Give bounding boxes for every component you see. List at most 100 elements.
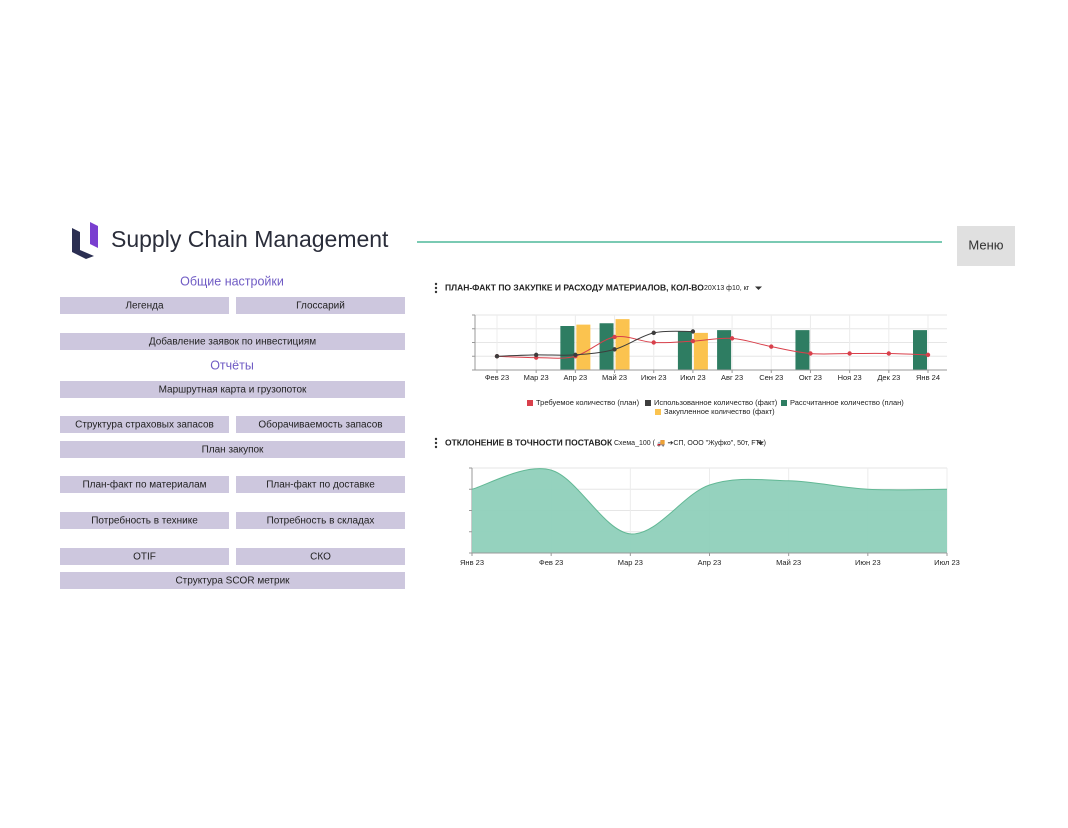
nav-button-label: Маршрутная карта и грузопоток (159, 385, 307, 396)
x-tick-label: Мар 23 (524, 373, 549, 382)
bar (615, 319, 630, 370)
nav-button[interactable] (60, 416, 229, 433)
point (612, 347, 617, 352)
nav-button-label: Оборачиваемость запасов (258, 419, 382, 431)
area (472, 468, 947, 553)
section-heading: Отчёты (210, 358, 254, 372)
nav-button[interactable] (60, 441, 405, 458)
filter-dropdown[interactable] (757, 441, 764, 446)
chart-menu-dot[interactable] (434, 286, 438, 290)
line (496, 336, 929, 359)
legend-swatch (781, 400, 787, 406)
x-tick-label: Май 23 (602, 373, 627, 382)
legend-swatch (645, 400, 651, 406)
chart-title: ОТКЛОНЕНИЕ В ТОЧНОСТИ ПОСТАВОК (445, 437, 613, 447)
chart-menu-dot[interactable] (434, 282, 438, 286)
menu-button[interactable] (957, 226, 1015, 266)
nav-button[interactable] (60, 476, 229, 493)
point (533, 352, 539, 358)
legend-swatch (527, 400, 533, 406)
x-tick-label: Ноя 23 (838, 373, 862, 382)
chart-filter: Схема_100 ( 🚚 ➔СП, ООО "Жуфко", 50т, FTL… (614, 439, 766, 447)
point (808, 351, 813, 356)
point (690, 329, 696, 334)
x-tick-label: Фев 23 (539, 558, 563, 567)
chart-filter: 20Х13 ф10, кг (704, 285, 750, 292)
nav-button[interactable] (60, 572, 405, 589)
nav-button-label: Потребность в технике (91, 515, 198, 527)
x-tick-label: Июн 23 (641, 373, 667, 382)
x-tick-label: Сен 23 (759, 373, 783, 382)
nav-button[interactable] (60, 512, 229, 529)
x-tick-label: Июл 23 (680, 373, 706, 382)
nav-button-label: План-факт по доставке (266, 479, 375, 491)
x-tick-label: Мар 23 (618, 558, 643, 567)
nav-button-label: OTIF (133, 552, 156, 563)
bar (795, 330, 810, 370)
point (494, 354, 500, 359)
nav-button-label: План-факт по материалам (82, 479, 206, 491)
x-tick-label: Янв 23 (460, 558, 484, 567)
legend-swatch (655, 409, 661, 415)
logo (72, 222, 98, 259)
nav-button[interactable] (236, 548, 405, 565)
point (651, 330, 656, 336)
nav-button[interactable] (60, 297, 229, 314)
point (573, 352, 578, 358)
nav-button-label: Потребность в складах (267, 515, 375, 527)
bar (560, 326, 575, 370)
x-tick-label: Фев 23 (485, 373, 509, 382)
point (690, 338, 696, 344)
bar (717, 330, 732, 370)
point (612, 334, 617, 340)
nav-button[interactable] (236, 476, 405, 493)
bar (693, 332, 708, 370)
legend-label: Требуемое количество (план) (536, 398, 640, 407)
chart-menu-dot[interactable] (434, 441, 438, 445)
chart-title: ПЛАН-ФАКТ ПО ЗАКУПКЕ И РАСХОДУ МАТЕРИАЛО… (445, 282, 704, 292)
legend-label: Закупленное количество (факт) (664, 407, 775, 416)
nav-button-label: Структура страховых запасов (75, 420, 214, 431)
point (651, 340, 656, 345)
point (886, 351, 892, 356)
x-tick-label: Апр 23 (564, 373, 588, 382)
bar (576, 324, 591, 370)
point (729, 336, 735, 341)
point (769, 344, 774, 349)
nav-button[interactable] (236, 297, 405, 314)
chart-menu-dot[interactable] (434, 437, 438, 441)
x-tick-label: Янв 24 (916, 373, 940, 382)
nav-button[interactable] (60, 333, 405, 350)
nav-button[interactable] (236, 416, 405, 433)
nav-button[interactable] (236, 512, 405, 529)
x-tick-label: Июл 23 (934, 558, 960, 567)
line (496, 330, 693, 357)
bar (913, 330, 927, 370)
x-tick-label: Апр 23 (698, 558, 722, 567)
point (925, 352, 931, 358)
x-tick-label: Авг 23 (721, 373, 743, 382)
nav-button-label: Глоссарий (296, 301, 345, 312)
nav-button[interactable] (60, 548, 229, 565)
nav-button-label: Добавление заявок по инвестициям (149, 336, 316, 348)
nav-button-label: СКО (310, 552, 331, 563)
bar (677, 331, 692, 370)
legend-label: Использованное количество (факт) (654, 398, 778, 407)
nav-button-label: План закупок (202, 445, 264, 456)
nav-button-label: Структура SCOR метрик (175, 576, 290, 587)
x-tick-label: Окт 23 (799, 373, 822, 382)
app-title: Supply Chain Management (111, 226, 389, 252)
section-heading: Общие настройки (180, 274, 284, 288)
menu-label: Меню (968, 237, 1003, 252)
filter-dropdown[interactable] (755, 286, 762, 291)
chart-menu-dot[interactable] (434, 290, 438, 294)
nav-button[interactable] (60, 381, 405, 398)
area-line (471, 468, 948, 535)
nav-button-label: Легенда (125, 301, 163, 312)
chart-menu-dot[interactable] (434, 445, 438, 449)
x-tick-label: Июн 23 (855, 558, 881, 567)
point (847, 351, 852, 356)
x-tick-label: Май 23 (776, 558, 801, 567)
